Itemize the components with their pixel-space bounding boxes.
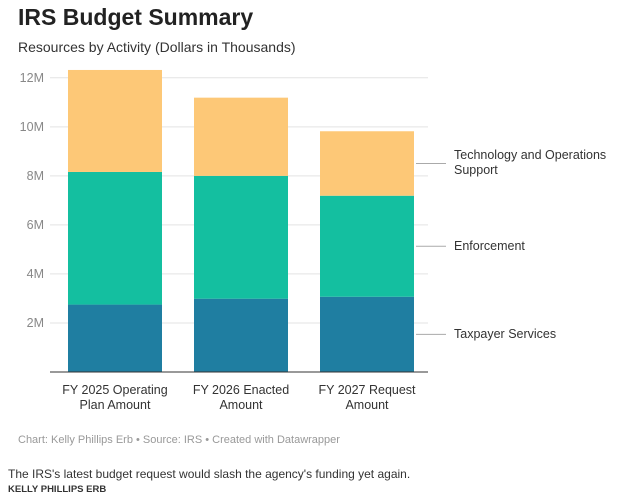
chart-title: IRS Budget Summary [18, 4, 254, 30]
bar-segment [68, 69, 162, 172]
bar-segment [68, 171, 162, 305]
chart-subtitle: Resources by Activity (Dollars in Thousa… [18, 39, 296, 55]
caption: The IRS's latest budget request would sl… [8, 467, 411, 481]
y-tick-label: 2M [27, 316, 44, 330]
byline: KELLY PHILLIPS ERB [8, 484, 107, 495]
x-tick-label: FY 2027 Request Amount [318, 383, 416, 412]
y-tick-label: 4M [27, 267, 44, 281]
bar-segment [320, 296, 414, 372]
bar-segment [194, 175, 288, 299]
bar-segment [68, 304, 162, 372]
legend-label: Technology and Operations Support [454, 148, 607, 178]
y-tick-label: 6M [27, 218, 44, 232]
y-tick-label: 8M [27, 169, 44, 183]
x-tick-label: FY 2026 Enacted Amount [192, 383, 290, 412]
source-note: Chart: Kelly Phillips Erb • Source: IRS … [18, 434, 340, 446]
bar-segment [320, 131, 414, 196]
legend-label: Taxpayer Services [454, 326, 557, 341]
x-tick-label: FY 2025 Operating Plan Amount [62, 383, 168, 412]
bar-segment [194, 298, 288, 372]
bar-segment [194, 97, 288, 176]
y-tick-label: 10M [20, 120, 44, 134]
y-tick-label: 12M [20, 71, 44, 85]
bar-segment [320, 195, 414, 297]
legend-label: Enforcement [454, 238, 525, 253]
